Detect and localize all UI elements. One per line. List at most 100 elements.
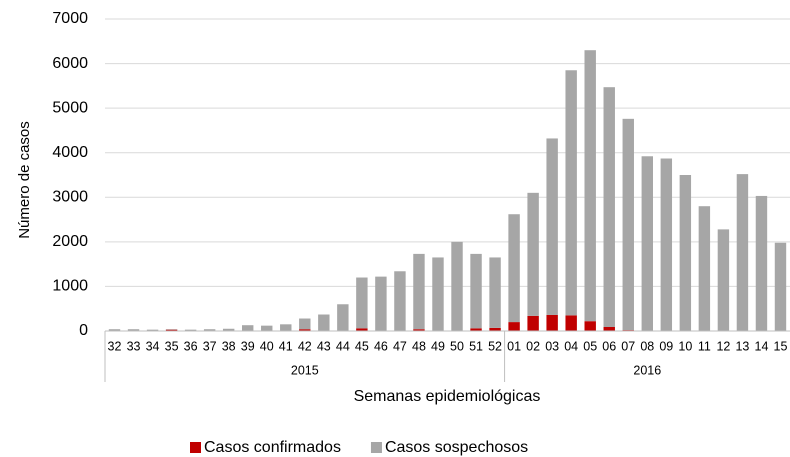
- x-tick-label: 45: [355, 339, 369, 353]
- y-tick-label: 3000: [52, 189, 88, 206]
- bar-segment: [222, 328, 235, 331]
- bar-segment: [165, 329, 178, 331]
- x-tick-label: 02: [526, 339, 540, 353]
- bar-segment: [356, 328, 368, 331]
- bar-segment: [698, 206, 711, 331]
- x-tick-label: 40: [260, 339, 274, 353]
- bar-segment: [470, 253, 482, 329]
- legend-label: Casos confirmados: [204, 439, 341, 456]
- x-tick-label: 39: [241, 339, 255, 353]
- bar-segment: [584, 321, 596, 331]
- bar-segment: [508, 214, 520, 323]
- y-axis-title: Número de casos: [16, 121, 33, 239]
- legend-label: Casos sospechosos: [385, 439, 528, 456]
- bar-segment: [603, 87, 615, 327]
- x-tick-label: 48: [412, 339, 426, 353]
- group-label: 2016: [633, 363, 661, 377]
- x-tick-label: 04: [564, 339, 578, 353]
- bar-segment: [394, 271, 406, 331]
- bar-segment: [242, 325, 254, 331]
- x-tick-label: 49: [431, 339, 445, 353]
- bar-segment: [356, 277, 368, 329]
- x-tick-label: 38: [222, 339, 236, 353]
- bar-segment: [318, 314, 330, 331]
- bar-segment: [527, 192, 539, 316]
- y-tick-label: 5000: [52, 99, 88, 116]
- bar-segment: [584, 50, 596, 322]
- bar-segment: [622, 118, 634, 331]
- x-tick-label: 32: [108, 339, 122, 353]
- x-tick-label: 07: [621, 339, 635, 353]
- bar-segment: [717, 229, 730, 331]
- bar-segment: [470, 328, 482, 331]
- x-tick-label: 41: [279, 339, 293, 353]
- x-tick-label: 35: [165, 339, 179, 353]
- bar-segment: [603, 326, 615, 331]
- bar-segment: [489, 327, 501, 331]
- bar-segment: [432, 257, 444, 331]
- bar-segment: [127, 329, 140, 331]
- x-tick-label: 09: [659, 339, 673, 353]
- legend-swatch: [190, 442, 201, 453]
- x-tick-label: 34: [146, 339, 160, 353]
- x-tick-label: 05: [583, 339, 597, 353]
- bar-segment: [299, 318, 311, 330]
- x-tick-label: 33: [127, 339, 141, 353]
- x-tick-label: 44: [336, 339, 350, 353]
- bar-segment: [184, 329, 197, 331]
- bar-segment: [527, 315, 539, 331]
- bar-segment: [413, 253, 425, 330]
- bar-segment: [451, 241, 463, 331]
- bar-segment: [108, 329, 121, 331]
- bar-segment: [565, 70, 577, 316]
- bar-segment: [508, 322, 520, 331]
- x-tick-label: 03: [545, 339, 559, 353]
- group-label: 2015: [291, 363, 319, 377]
- bar-segment: [641, 156, 653, 331]
- x-axis-title: Semanas epidemiológicas: [354, 388, 541, 405]
- bar-segment: [489, 257, 501, 328]
- x-tick-label: 52: [488, 339, 502, 353]
- x-tick-label: 42: [298, 339, 312, 353]
- x-tick-label: 13: [735, 339, 749, 353]
- bar-segment: [413, 329, 425, 331]
- x-tick-label: 11: [698, 339, 711, 353]
- x-tick-label: 01: [507, 339, 521, 353]
- y-tick-label: 0: [79, 322, 88, 339]
- x-tick-label: 14: [755, 339, 769, 353]
- x-tick-label: 08: [640, 339, 654, 353]
- x-tick-label: 37: [203, 339, 217, 353]
- x-tick-label: 06: [602, 339, 616, 353]
- y-tick-label: 4000: [52, 144, 88, 161]
- bar-segment: [774, 242, 787, 331]
- bar-segment: [375, 276, 387, 331]
- bar-segment: [337, 304, 349, 331]
- bar-segment: [755, 195, 768, 331]
- bar-segment: [546, 314, 558, 331]
- legend-swatch: [370, 442, 382, 453]
- bar-segment: [546, 138, 558, 315]
- bar-segment: [261, 325, 273, 331]
- y-tick-label: 2000: [52, 233, 88, 250]
- bar-segment: [736, 174, 749, 331]
- x-tick-label: 15: [774, 339, 788, 353]
- y-tick-label: 1000: [52, 278, 88, 295]
- bar-segment: [203, 329, 216, 331]
- x-tick-label: 12: [716, 339, 730, 353]
- bar-segment: [299, 329, 311, 331]
- bar-segment: [280, 324, 292, 331]
- x-tick-label: 51: [469, 339, 483, 353]
- bar-segment: [565, 315, 577, 331]
- x-tick-label: 43: [317, 339, 331, 353]
- x-tick-label: 36: [184, 339, 198, 353]
- bar-segment: [679, 175, 692, 331]
- x-tick-label: 50: [450, 339, 464, 353]
- bar-segment: [660, 158, 673, 331]
- x-tick-label: 47: [393, 339, 407, 353]
- y-tick-label: 6000: [52, 55, 88, 72]
- x-tick-label: 46: [374, 339, 388, 353]
- bar-segment: [146, 329, 159, 331]
- y-tick-label: 7000: [52, 10, 88, 27]
